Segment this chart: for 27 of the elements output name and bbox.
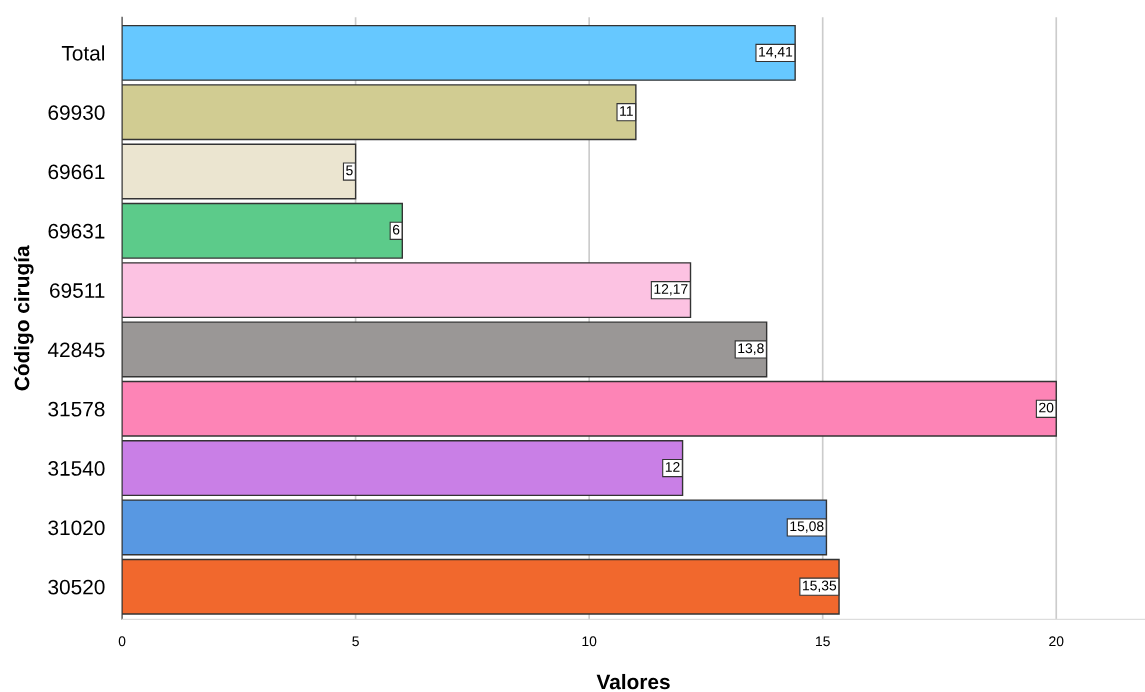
data-label: 15,08: [790, 521, 824, 533]
y-tick-label: 69661: [48, 164, 105, 180]
y-tick-label: 42845: [47, 342, 105, 358]
y-tick-label: 31020: [48, 520, 105, 536]
data-label: 20: [1039, 402, 1054, 413]
y-tick-label: 69631: [48, 223, 105, 239]
x-tick-label: 10: [582, 636, 597, 647]
data-label: 6: [392, 224, 400, 235]
x-tick-label: 0: [118, 636, 126, 647]
y-tick-label: 30520: [48, 579, 105, 595]
y-tick-label: 31540: [48, 461, 105, 476]
data-label: 15,35: [803, 580, 837, 593]
x-tick-label: 15: [816, 636, 830, 647]
y-tick-label: 31578: [48, 401, 105, 417]
y-tick-label: 69511: [50, 283, 105, 298]
data-label: 12: [665, 461, 680, 472]
y-axis-title: Código cirugía: [13, 245, 34, 391]
x-tick-label: 5: [352, 636, 359, 647]
x-axis-title: Valores: [596, 673, 670, 690]
data-label: 13,8: [738, 343, 764, 355]
y-tick-label: 69930: [48, 105, 105, 120]
data-label: 14,41: [759, 46, 793, 59]
y-tick-label: Total: [61, 45, 104, 61]
data-label: 11: [620, 106, 633, 116]
data-label: 12,17: [654, 284, 688, 296]
data-label: 5: [346, 165, 353, 176]
x-tick-label: 20: [1049, 636, 1064, 647]
